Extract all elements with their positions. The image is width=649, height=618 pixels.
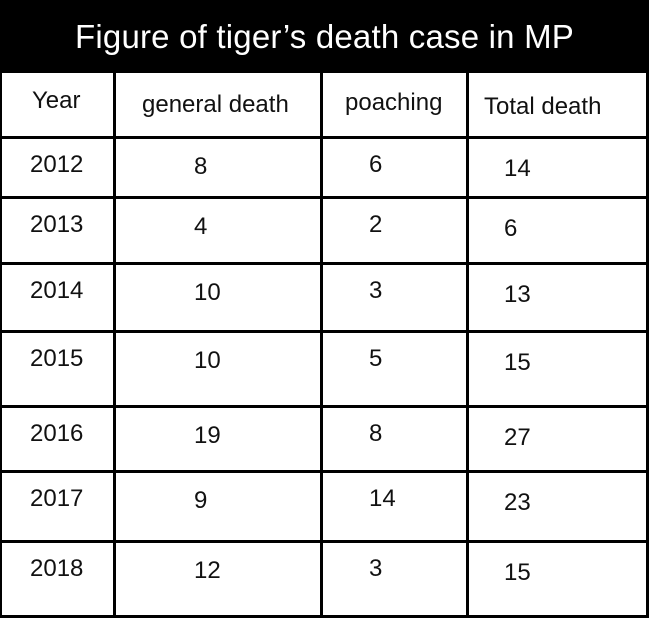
cell-value: 2018 bbox=[30, 555, 84, 582]
table-cell: 14 bbox=[466, 139, 646, 196]
cell-value: 10 bbox=[194, 347, 221, 374]
cell-value: 2013 bbox=[30, 211, 84, 238]
cell-value: 12 bbox=[194, 557, 221, 584]
table-cell: 5 bbox=[320, 333, 466, 405]
table-cell: 15 bbox=[466, 333, 646, 405]
cell-value: 2014 bbox=[30, 277, 84, 304]
table-row: 2014 10 3 13 bbox=[2, 262, 646, 330]
table-row: 2018 12 3 15 bbox=[2, 540, 646, 615]
table-cell: 2012 bbox=[2, 139, 113, 196]
column-header: general death bbox=[142, 91, 289, 118]
table-row: 2015 10 5 15 bbox=[2, 330, 646, 405]
cell-value: 14 bbox=[504, 155, 531, 182]
table-cell: 6 bbox=[320, 139, 466, 196]
header-cell: Year bbox=[2, 73, 113, 136]
table-cell: 13 bbox=[466, 265, 646, 330]
cell-value: 8 bbox=[369, 420, 383, 447]
cell-value: 3 bbox=[369, 555, 383, 582]
data-table: Year general death poaching Total death 2012… bbox=[2, 73, 646, 615]
header-row: Year general death poaching Total death bbox=[2, 73, 646, 136]
table-cell: 2013 bbox=[2, 199, 113, 262]
table-cell: 27 bbox=[466, 408, 646, 470]
cell-value: 6 bbox=[504, 215, 518, 242]
header-cell: Total death bbox=[466, 73, 646, 136]
table-cell: 2014 bbox=[2, 265, 113, 330]
header-cell: general death bbox=[113, 73, 320, 136]
table-cell: 2 bbox=[320, 199, 466, 262]
table-cell: 12 bbox=[113, 543, 320, 615]
cell-value: 4 bbox=[194, 213, 208, 240]
cell-value: 14 bbox=[369, 485, 396, 512]
column-header: poaching bbox=[345, 89, 443, 116]
table-cell: 14 bbox=[320, 473, 466, 540]
table-cell: 9 bbox=[113, 473, 320, 540]
cell-value: 9 bbox=[194, 487, 208, 514]
cell-value: 27 bbox=[504, 424, 531, 451]
cell-value: 15 bbox=[504, 349, 531, 376]
table-cell: 3 bbox=[320, 265, 466, 330]
table-cell: 2018 bbox=[2, 543, 113, 615]
column-header: Year bbox=[32, 87, 81, 114]
cell-value: 2015 bbox=[30, 345, 84, 372]
table-cell: 8 bbox=[113, 139, 320, 196]
table-row: 2016 19 8 27 bbox=[2, 405, 646, 470]
column-header: Total death bbox=[484, 93, 602, 120]
table-cell: 2016 bbox=[2, 408, 113, 470]
cell-value: 2012 bbox=[30, 151, 84, 178]
cell-value: 3 bbox=[369, 277, 383, 304]
table-cell: 4 bbox=[113, 199, 320, 262]
table-cell: 6 bbox=[466, 199, 646, 262]
table-cell: 19 bbox=[113, 408, 320, 470]
cell-value: 2016 bbox=[30, 420, 84, 447]
table-cell: 2017 bbox=[2, 473, 113, 540]
cell-value: 2 bbox=[369, 211, 383, 238]
cell-value: 13 bbox=[504, 281, 531, 308]
cell-value: 2017 bbox=[30, 485, 84, 512]
table-cell: 10 bbox=[113, 333, 320, 405]
table-title: Figure of tiger’s death case in MP bbox=[0, 0, 649, 73]
table-cell: 10 bbox=[113, 265, 320, 330]
header-cell: poaching bbox=[320, 73, 466, 136]
cell-value: 5 bbox=[369, 345, 383, 372]
table-cell: 3 bbox=[320, 543, 466, 615]
table-row: 2012 8 6 14 bbox=[2, 136, 646, 196]
cell-value: 23 bbox=[504, 489, 531, 516]
table-row: 2013 4 2 6 bbox=[2, 196, 646, 262]
table-cell: 8 bbox=[320, 408, 466, 470]
table-cell: 15 bbox=[466, 543, 646, 615]
cell-value: 10 bbox=[194, 279, 221, 306]
table-cell: 2015 bbox=[2, 333, 113, 405]
table-cell: 23 bbox=[466, 473, 646, 540]
cell-value: 8 bbox=[194, 153, 208, 180]
cell-value: 19 bbox=[194, 422, 221, 449]
table-row: 2017 9 14 23 bbox=[2, 470, 646, 540]
cell-value: 6 bbox=[369, 151, 383, 178]
cell-value: 15 bbox=[504, 559, 531, 586]
